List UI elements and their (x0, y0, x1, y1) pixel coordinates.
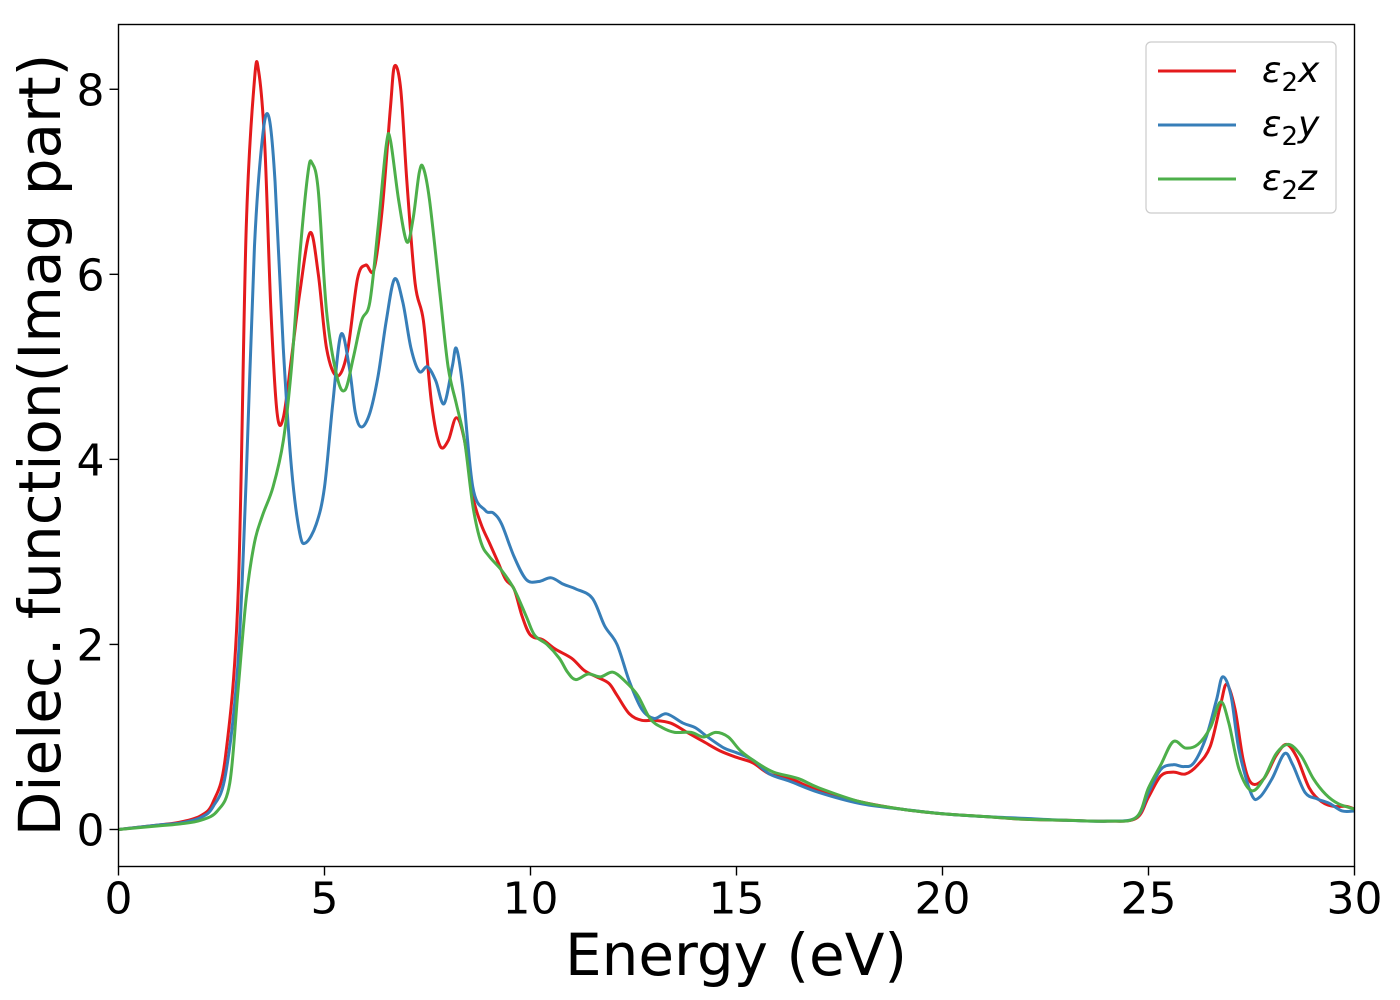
x-tick-label: 0 (105, 874, 133, 925)
x-axis: 0 5 10 15 20 25 30 (105, 866, 1383, 925)
y-axis-label: Dielec. function(Imag part) (6, 54, 74, 837)
y-tick-label: 8 (77, 65, 105, 116)
x-tick-label: 30 (1327, 874, 1383, 925)
legend-label-y: ε2y (1262, 104, 1320, 152)
y-tick-label: 0 (77, 805, 105, 856)
legend: ε2x ε2y ε2z (1145, 41, 1337, 214)
x-axis-label: Energy (eV) (565, 921, 907, 989)
x-tick-label: 5 (311, 874, 339, 925)
legend-label-z: ε2z (1262, 158, 1318, 206)
series-line-y (118, 112, 1355, 831)
y-tick-label: 6 (77, 250, 105, 301)
y-axis: 0 2 4 6 8 (77, 65, 119, 856)
x-tick-label: 20 (915, 874, 971, 925)
legend-frame (1145, 41, 1337, 214)
y-tick-label: 2 (77, 620, 105, 671)
x-tick-label: 15 (709, 874, 765, 925)
y-tick-label: 4 (77, 435, 105, 486)
x-tick-label: 10 (503, 874, 559, 925)
legend-label-x: ε2x (1262, 50, 1320, 98)
series-line-z (118, 132, 1355, 831)
series-line-x (118, 60, 1355, 831)
x-tick-label: 25 (1121, 874, 1177, 925)
series-layer (118, 60, 1355, 831)
